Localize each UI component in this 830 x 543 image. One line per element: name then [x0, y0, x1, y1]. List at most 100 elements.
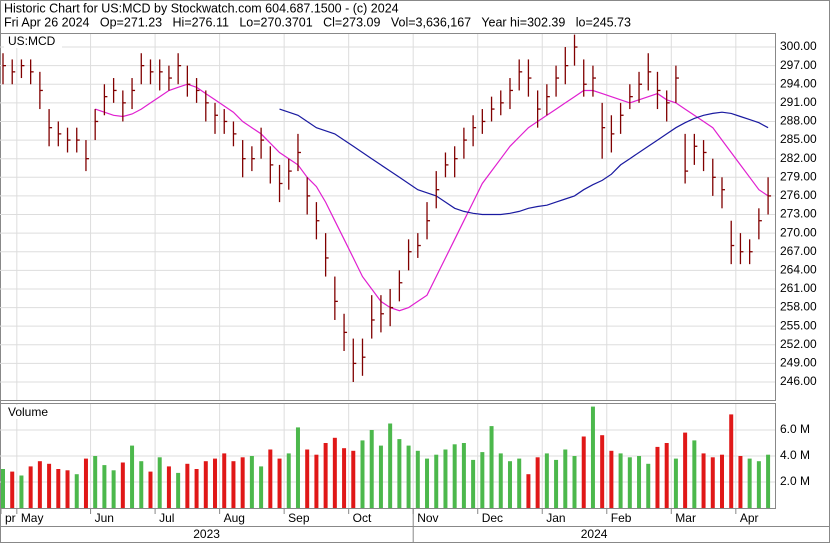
volume-bar	[332, 437, 337, 508]
volume-bar	[240, 457, 245, 508]
volume-bar	[19, 475, 24, 508]
x-tick-label: Jul	[159, 511, 174, 525]
volume-bar	[434, 454, 439, 508]
volume-bar	[130, 445, 135, 508]
x-tick-label: Mar	[675, 511, 696, 525]
volume-bar	[397, 439, 402, 508]
chart-subtitle: Fri Apr 26 2024 Op=271.23 Hi=276.11 Lo=2…	[4, 15, 631, 29]
x-tick-label: Jan	[546, 511, 565, 525]
y-tick-label: 297.00	[780, 58, 817, 72]
x-tick-label: Aug	[224, 511, 245, 525]
volume-bar	[719, 454, 724, 508]
volume-bar	[185, 463, 190, 508]
y-tick-label: 270.00	[780, 225, 817, 239]
volume-bar	[581, 436, 586, 508]
volume-bar	[461, 443, 466, 508]
volume-bar	[729, 414, 734, 508]
y-tick-label: 264.00	[780, 263, 817, 277]
volume-bar	[176, 472, 181, 508]
x-tick-label: Sep	[288, 511, 310, 525]
volume-bar	[535, 457, 540, 508]
volume-bar	[415, 450, 420, 508]
y-tick-label: 249.00	[780, 356, 817, 370]
x-tick-label: Feb	[611, 511, 632, 525]
volume-bar	[342, 448, 347, 508]
volume-bar	[213, 458, 218, 508]
volume-bar	[388, 423, 393, 508]
volume-bar	[378, 445, 383, 508]
y-tick-label: 255.00	[780, 318, 817, 332]
volume-bar	[554, 459, 559, 508]
y-tick-label: 291.00	[780, 95, 817, 109]
y-tick-label: 300.00	[780, 39, 817, 53]
label-bg	[4, 405, 56, 419]
x-tick-label: Nov	[417, 511, 438, 525]
volume-bar	[701, 453, 706, 508]
volume-bar	[480, 452, 485, 508]
x-tick-label: Jun	[95, 511, 114, 525]
y-tick-label: 276.00	[780, 188, 817, 202]
volume-bar	[351, 450, 356, 508]
volume-bar	[526, 474, 531, 508]
volume-bar	[268, 449, 273, 508]
volume-bar	[756, 461, 761, 508]
volume-bar	[766, 454, 771, 508]
volume-bar	[83, 458, 88, 508]
volume-bar	[360, 440, 365, 508]
chart-title: Historic Chart for US:MCD by Stockwatch.…	[4, 1, 399, 15]
marks	[1, 34, 772, 508]
y-tick-label: 246.00	[780, 374, 817, 388]
volume-bar	[157, 457, 162, 508]
volume-bar	[28, 466, 33, 508]
y-tick-label: 288.00	[780, 114, 817, 128]
x-tick-label: pr	[5, 511, 16, 525]
volume-bar	[148, 471, 153, 508]
x-tick-label: Apr	[740, 511, 759, 525]
y-tick-label: 252.00	[780, 337, 817, 351]
volume-bar	[498, 453, 503, 508]
volume-bar	[673, 458, 678, 508]
y-tick-label: 285.00	[780, 132, 817, 146]
volume-bar	[47, 463, 52, 508]
volume-bar	[738, 456, 743, 508]
volume-tick-label: 2.0 M	[780, 474, 810, 488]
y-tick-label: 282.00	[780, 151, 817, 165]
volume-bar	[203, 461, 208, 508]
volume-bar	[166, 466, 171, 508]
volume-bar	[65, 470, 70, 508]
volume-bar	[406, 445, 411, 508]
y-tick-label: 294.00	[780, 76, 817, 90]
year-label: 2024	[581, 527, 608, 541]
y-tick-label: 267.00	[780, 244, 817, 258]
x-tick-label: Dec	[482, 511, 503, 525]
year-label: 2023	[193, 527, 220, 541]
volume-bar	[323, 443, 328, 508]
volume-bar	[664, 443, 669, 508]
volume-bar	[489, 426, 494, 508]
volume-bar	[305, 449, 310, 508]
volume-bar	[249, 456, 254, 508]
y-tick-label: 261.00	[780, 281, 817, 295]
volume-bar	[637, 456, 642, 508]
x-tick-label: May	[21, 511, 44, 525]
volume-bar	[747, 458, 752, 508]
volume-label: Volume	[8, 405, 48, 419]
volume-bar	[443, 449, 448, 508]
volume-bar	[259, 466, 264, 508]
volume-bar	[10, 471, 15, 508]
volume-bar	[102, 465, 107, 508]
volume-bar	[120, 462, 125, 508]
volume-bar	[37, 461, 42, 508]
y-tick-label: 279.00	[780, 169, 817, 183]
volume-bar	[572, 456, 577, 508]
volume-bar	[507, 461, 512, 508]
volume-bar	[627, 457, 632, 508]
volume-bar	[111, 470, 116, 508]
volume-bar	[194, 469, 199, 508]
volume-bar	[295, 427, 300, 508]
volume-bar	[646, 463, 651, 508]
volume-tick-label: 6.0 M	[780, 422, 810, 436]
x-tick-label: Oct	[353, 511, 372, 525]
y-tick-label: 273.00	[780, 207, 817, 221]
